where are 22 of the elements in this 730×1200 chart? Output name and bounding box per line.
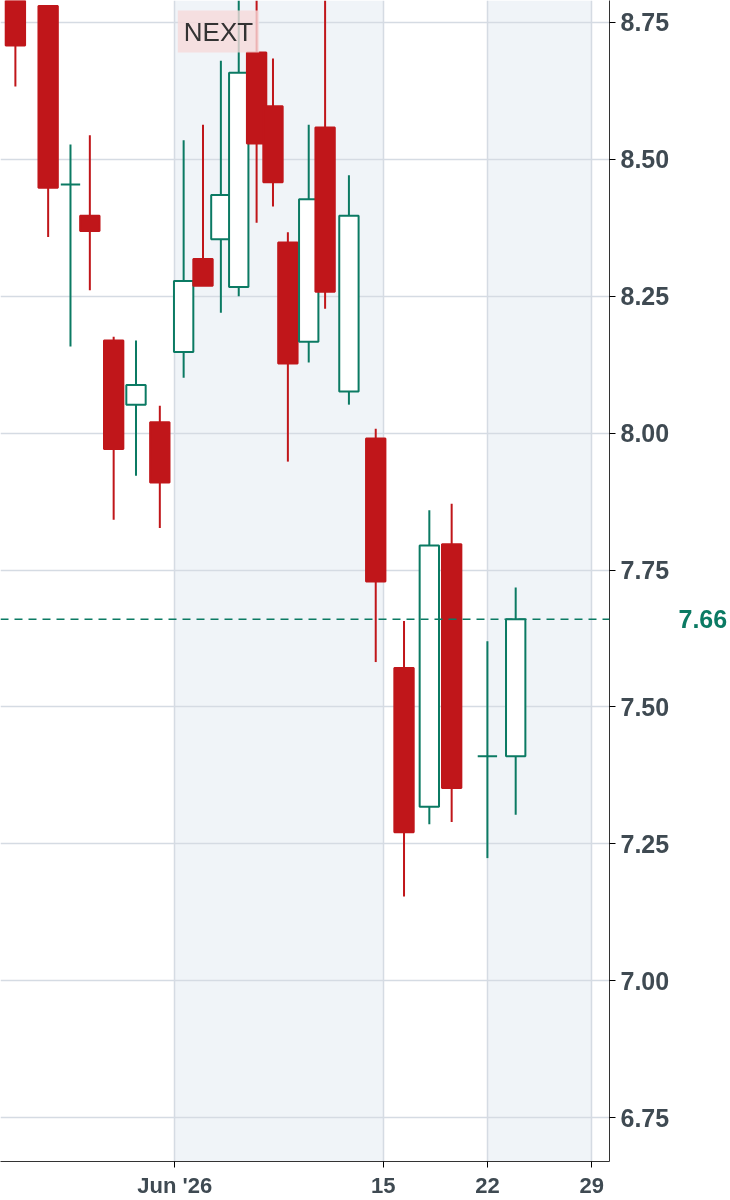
y-tick-label: 8.00 — [620, 419, 670, 448]
annotation: NEXT — [183, 16, 254, 47]
x-tick-label: 22 — [475, 1172, 500, 1198]
x-tick-label: 29 — [579, 1172, 604, 1198]
y-tick-label: 7.75 — [620, 556, 670, 585]
ref-line-label: 7.66 — [678, 605, 728, 634]
x-tick-label: Jun '26 — [137, 1172, 213, 1198]
y-tick-label: 6.75 — [620, 1103, 670, 1132]
candlestick — [79, 134, 101, 292]
candlestick — [59, 143, 82, 348]
candlestick — [4, 0, 27, 88]
y-tick-label: 8.50 — [620, 145, 670, 174]
y-tick-label: 8.25 — [620, 282, 670, 311]
y-tick-label: 8.75 — [620, 8, 670, 37]
candlestick — [476, 640, 499, 860]
candlestick — [125, 339, 147, 477]
candlestick — [37, 4, 59, 239]
y-tick-label: 7.50 — [620, 692, 670, 721]
y-tick-label: 7.00 — [620, 966, 670, 995]
y-tick-label: 7.25 — [620, 829, 670, 858]
candlestick — [192, 123, 214, 287]
x-tick-label: 15 — [370, 1172, 396, 1198]
